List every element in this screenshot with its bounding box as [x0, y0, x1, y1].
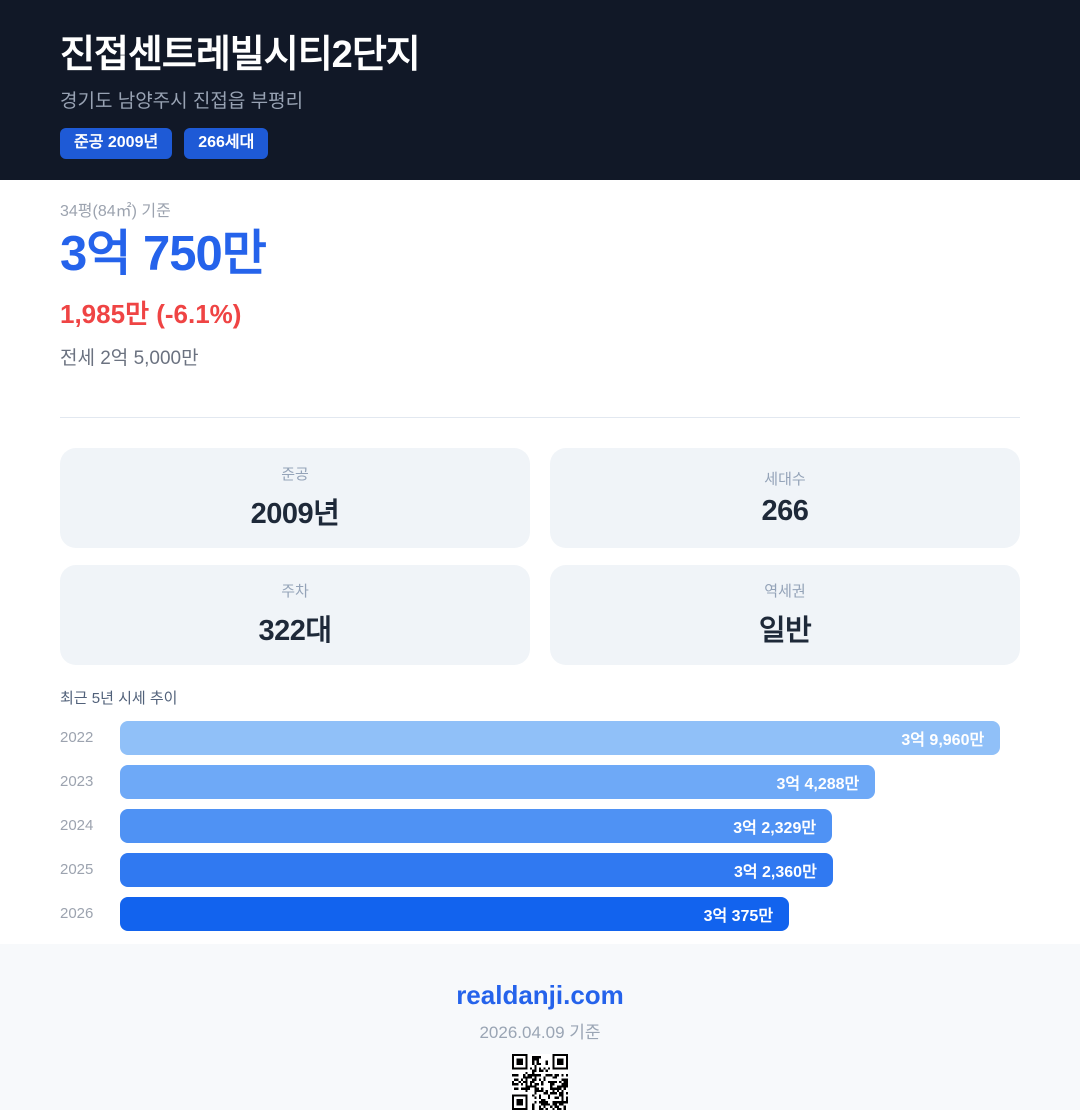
bar-rows: 2022 3억 9,960만 2023 3억 4,288만: [60, 720, 1020, 931]
info-card-label: 주차: [281, 583, 309, 601]
badge-built-year: 준공 2009년: [60, 127, 173, 159]
bar-row-2024: 2024 3억 2,329만: [60, 808, 1020, 843]
bar-2023: 3억 4,288만: [120, 764, 876, 799]
bar-value-label: 3억 375만: [703, 907, 774, 925]
bar-value-label: 3억 2,329만: [733, 819, 817, 837]
bar-year-label: 2022: [60, 729, 94, 747]
price-basis-label: 34평(84㎡) 기준: [60, 203, 171, 220]
current-price: 3억 750만: [60, 227, 267, 281]
info-card-label: 세대수: [764, 470, 806, 488]
price-trend-chart: 최근 5년 시세 추이 2022 3억 9,960만 2023 3억 4,288…: [60, 687, 1020, 931]
bar-row-2023: 2023 3억 4,288만: [60, 764, 1020, 799]
section-divider: [60, 416, 1020, 418]
price-change: 1,985만 (-6.1%): [60, 298, 242, 329]
bar-year-label: 2024: [60, 817, 94, 835]
bar-year-label: 2026: [60, 905, 94, 923]
reference-date: 2026.04.09 기준: [479, 1022, 601, 1042]
info-card-built: 준공 2009년: [60, 447, 530, 548]
bar-track: 3억 2,360만: [120, 852, 1020, 887]
info-card-parking: 주차 322대: [60, 564, 530, 665]
bar-row-2022: 2022 3억 9,960만: [60, 720, 1020, 755]
bar-value-label: 3억 2,360만: [733, 863, 817, 881]
bar-row-2026: 2026 3억 375만: [60, 896, 1020, 931]
bar-2024: 3억 2,329만: [120, 808, 833, 843]
badge-household-count: 266세대: [184, 127, 269, 159]
qr-code: [512, 1053, 568, 1110]
bar-value-label: 3억 4,288만: [776, 775, 860, 793]
info-card-grid: 준공 2009년 세대수 266 주차 322대 역세권 일반: [60, 447, 1020, 665]
main-content: 34평(84㎡) 기준 3억 750만 1,985만 (-6.1%) 전세 2억…: [0, 180, 1080, 931]
info-card-station: 역세권 일반: [550, 564, 1020, 665]
bar-track: 3억 4,288만: [120, 764, 1020, 799]
bar-value-label: 3억 9,960만: [901, 731, 985, 749]
info-card-value: 2009년: [250, 498, 340, 531]
header: 진접센트레빌시티2단지 경기도 남양주시 진접읍 부평리 준공 2009년 26…: [0, 0, 1080, 180]
info-card-label: 역세권: [764, 583, 806, 601]
site-link[interactable]: realdanji.com: [456, 979, 624, 1010]
bar-2025: 3억 2,360만: [120, 852, 833, 887]
info-card-households: 세대수 266: [550, 447, 1020, 548]
bar-row-2025: 2025 3억 2,360만: [60, 852, 1020, 887]
info-card-value: 일반: [758, 615, 812, 648]
complex-address: 경기도 남양주시 진접읍 부평리: [60, 90, 304, 112]
bar-track: 3억 9,960만: [120, 720, 1020, 755]
info-card-value: 322대: [258, 615, 332, 648]
jeonse-price: 전세 2억 5,000만: [60, 347, 199, 369]
complex-title: 진접센트레빌시티2단지: [60, 34, 421, 76]
bar-2022: 3억 9,960만: [120, 720, 1001, 755]
bar-year-label: 2025: [60, 861, 94, 879]
bar-track: 3억 375만: [120, 896, 1020, 931]
chart-title: 최근 5년 시세 추이: [60, 689, 178, 707]
info-card-value: 266: [761, 494, 809, 527]
bar-year-label: 2023: [60, 773, 94, 791]
info-card-label: 준공: [281, 466, 309, 484]
bar-track: 3억 2,329만: [120, 808, 1020, 843]
bar-2026: 3억 375만: [120, 896, 790, 931]
badge-row: 준공 2009년 266세대: [60, 127, 1020, 159]
footer: realdanji.com 2026.04.09 기준: [0, 943, 1080, 1110]
